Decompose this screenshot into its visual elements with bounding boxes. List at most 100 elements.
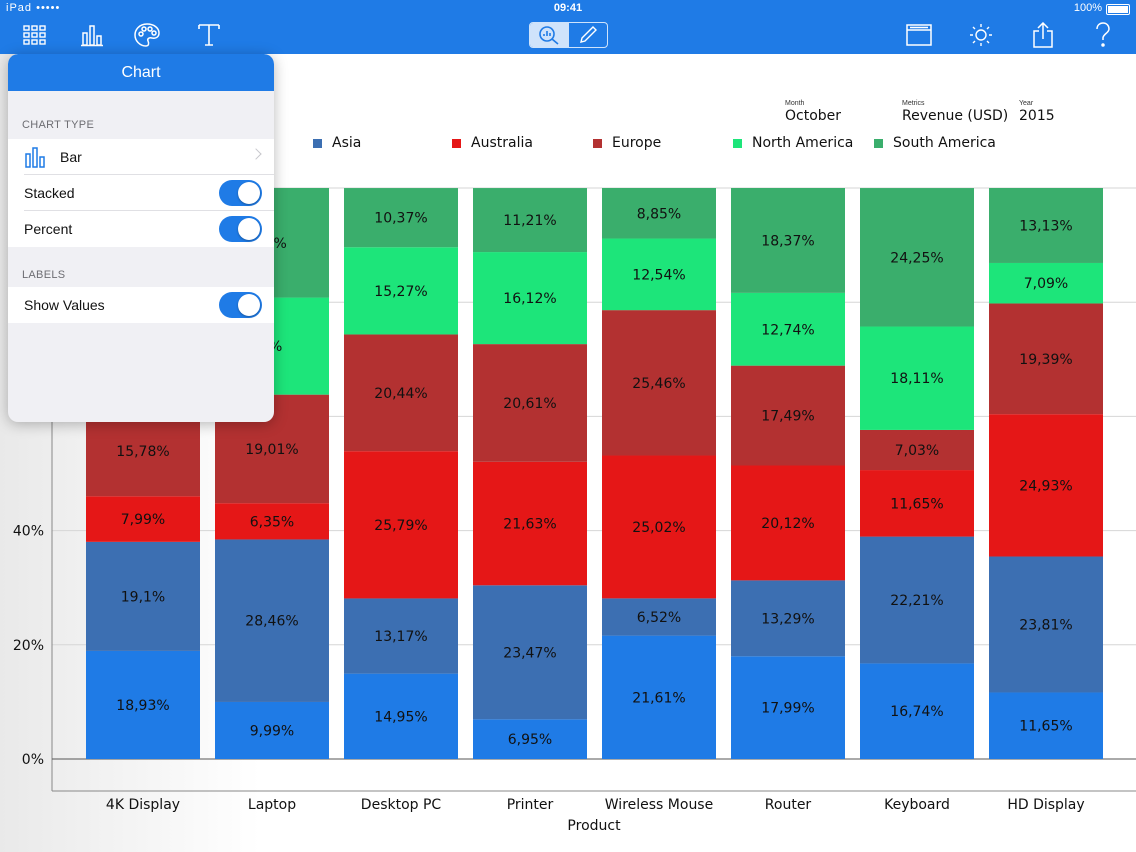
metrics-caption: Metrics [902,100,925,107]
brightness-icon[interactable] [966,21,996,49]
show-values-toggle[interactable] [219,292,262,318]
zoom-chart-icon[interactable] [530,23,568,47]
data-label: 21,61% [632,690,685,706]
data-label: 11,65% [890,496,943,512]
x-tick-label: 4K Display [106,797,180,813]
x-tick-label: Wireless Mouse [605,797,713,813]
legend-item-south-america: South America [874,134,996,152]
bar-segment [989,303,1103,415]
signal-indicator: iPad ••••• [6,2,60,14]
legend-item-australia: Australia [452,134,533,152]
bar-segment [86,650,200,759]
legend-swatch [593,138,602,148]
data-label: 18,11% [890,371,943,387]
bar-segment [860,188,974,327]
bar-segment [473,188,587,253]
chart-type-row[interactable]: Bar [8,139,274,175]
bar-segment [860,470,974,537]
help-icon[interactable] [1088,21,1118,49]
show-values-row: Show Values [8,287,274,323]
chart-type-section-header: CHART TYPE [22,119,95,131]
bar-segment [344,673,458,759]
bar-chart-icon[interactable] [77,21,107,49]
x-tick-label: Keyboard [884,797,950,813]
legend-swatch [733,138,742,148]
legend-item-europe: Europe [593,134,661,152]
bar-segment [731,465,845,581]
bar-segment [860,326,974,430]
percent-label: Percent [24,221,73,237]
signal-dots: ••••• [36,2,61,14]
legend-label: Asia [332,135,362,151]
x-tick-label: HD Display [1007,797,1084,813]
window-icon[interactable] [904,21,934,49]
x-tick-label: Router [765,797,812,813]
text-icon[interactable] [194,21,224,49]
toggle-knob [238,218,260,240]
data-label: 28,46% [245,614,298,630]
bar-segment [215,539,329,702]
data-label: 9,99% [250,723,294,739]
bar-segment [860,663,974,759]
bar-segment [602,188,716,239]
data-label: 17,99% [761,701,814,717]
data-label: 25,79% [374,518,427,534]
month-caption: Month [785,100,805,107]
data-label: 12,74% [761,322,814,338]
bar-segment [602,635,716,759]
data-label: 18,37% [761,233,814,249]
legend-item-asia: Asia [313,134,361,152]
grid-icon[interactable] [20,21,50,49]
row-divider [24,210,274,211]
row-divider [24,174,274,175]
bar-segment [344,451,458,599]
data-label: 7,09% [1024,276,1068,292]
legend-label: South America [893,135,996,151]
chevron-right-icon [250,148,262,160]
data-label: 11,65% [1019,719,1072,735]
data-label: 19,01% [245,442,298,458]
bar-segment [860,429,974,471]
bar-segment [344,188,458,248]
data-label: 25,46% [632,376,685,392]
percent-toggle[interactable] [219,216,262,242]
bar-segment [473,719,587,759]
year-field[interactable]: Year 2015 [1019,100,1055,124]
data-label: 25,02% [632,520,685,536]
stacked-toggle[interactable] [219,180,262,206]
share-icon[interactable] [1028,21,1058,49]
legend-item-north-america: North America [733,134,853,152]
bar-segment [86,541,200,651]
data-label: 11,21% [503,213,556,229]
bar-segment [344,334,458,452]
bar-segment [215,503,329,540]
data-label: 20,61% [503,396,556,412]
x-tick-label: Desktop PC [361,797,442,813]
bar-segment [989,692,1103,759]
legend-swatch [874,138,883,148]
data-label: 22,21% [890,593,943,609]
bar-segment [731,580,845,657]
x-tick-label: Laptop [248,797,296,813]
bar-segment [344,247,458,335]
battery-percent: 100% [1073,2,1102,14]
bar-segment [344,598,458,674]
view-mode-segment [529,22,608,48]
pencil-icon[interactable] [568,23,607,47]
palette-icon[interactable] [132,21,162,49]
metrics-field[interactable]: Metrics Revenue (USD) [902,100,1008,124]
bar-segment [731,365,845,466]
data-label: 23,81% [1019,618,1072,634]
stacked-label: Stacked [24,185,75,201]
status-bar: iPad ••••• 09:41 100% [0,0,1136,17]
year-value: 2015 [1019,108,1055,124]
bar-segment [473,461,587,586]
bar-segment [731,188,845,293]
data-label: 6,52% [637,610,681,626]
x-axis-label: Product [567,818,621,834]
data-label: 19,39% [1019,352,1072,368]
month-value: October [785,108,842,124]
bar-segment [602,310,716,456]
month-field[interactable]: Month October [785,100,841,124]
bar-segment [989,262,1103,304]
